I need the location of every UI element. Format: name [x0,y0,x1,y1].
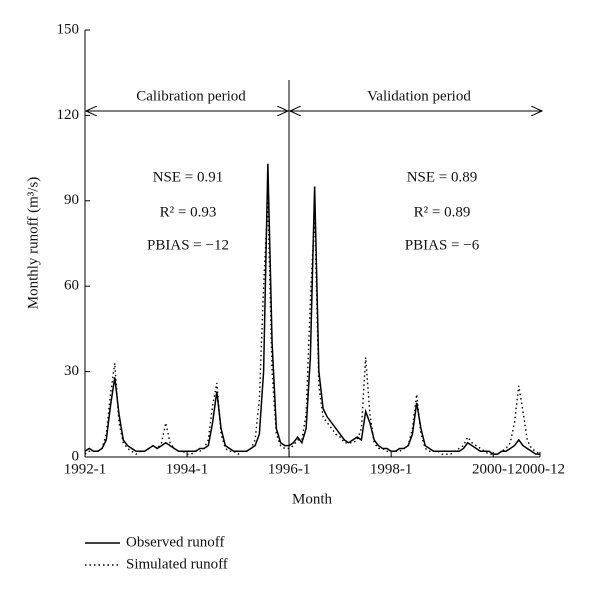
period-label: Validation period [367,88,471,104]
annotation: R² = 0.93 [160,204,217,220]
annotation: PBIAS = −12 [147,237,229,253]
x-axis-label: Month [292,491,333,507]
annotation: PBIAS = −6 [405,237,480,253]
y-tick-label: 90 [64,192,79,208]
x-tick-label: 2000-1 [472,461,515,477]
annotation: NSE = 0.91 [153,169,224,185]
y-axis-label: Monthly runoff (m³/s) [25,177,41,310]
x-tick-label: 2000-12 [515,461,565,477]
period-label: Calibration period [136,88,246,104]
y-tick-label: 120 [57,107,80,123]
series-line [84,163,540,455]
y-tick-label: 150 [57,21,80,37]
annotation: NSE = 0.89 [407,169,478,185]
y-tick-label: 0 [72,448,80,464]
y-tick-label: 30 [64,363,79,379]
y-tick-label: 60 [64,278,79,294]
legend-label: Simulated runoff [126,556,228,572]
x-tick-label: 1998-1 [370,461,413,477]
annotation: R² = 0.89 [414,204,471,220]
x-tick-label: 1992-1 [64,461,107,477]
x-tick-label: 1994-1 [166,461,209,477]
x-tick-label: 1996-1 [268,461,311,477]
legend-label: Observed runoff [126,534,224,550]
